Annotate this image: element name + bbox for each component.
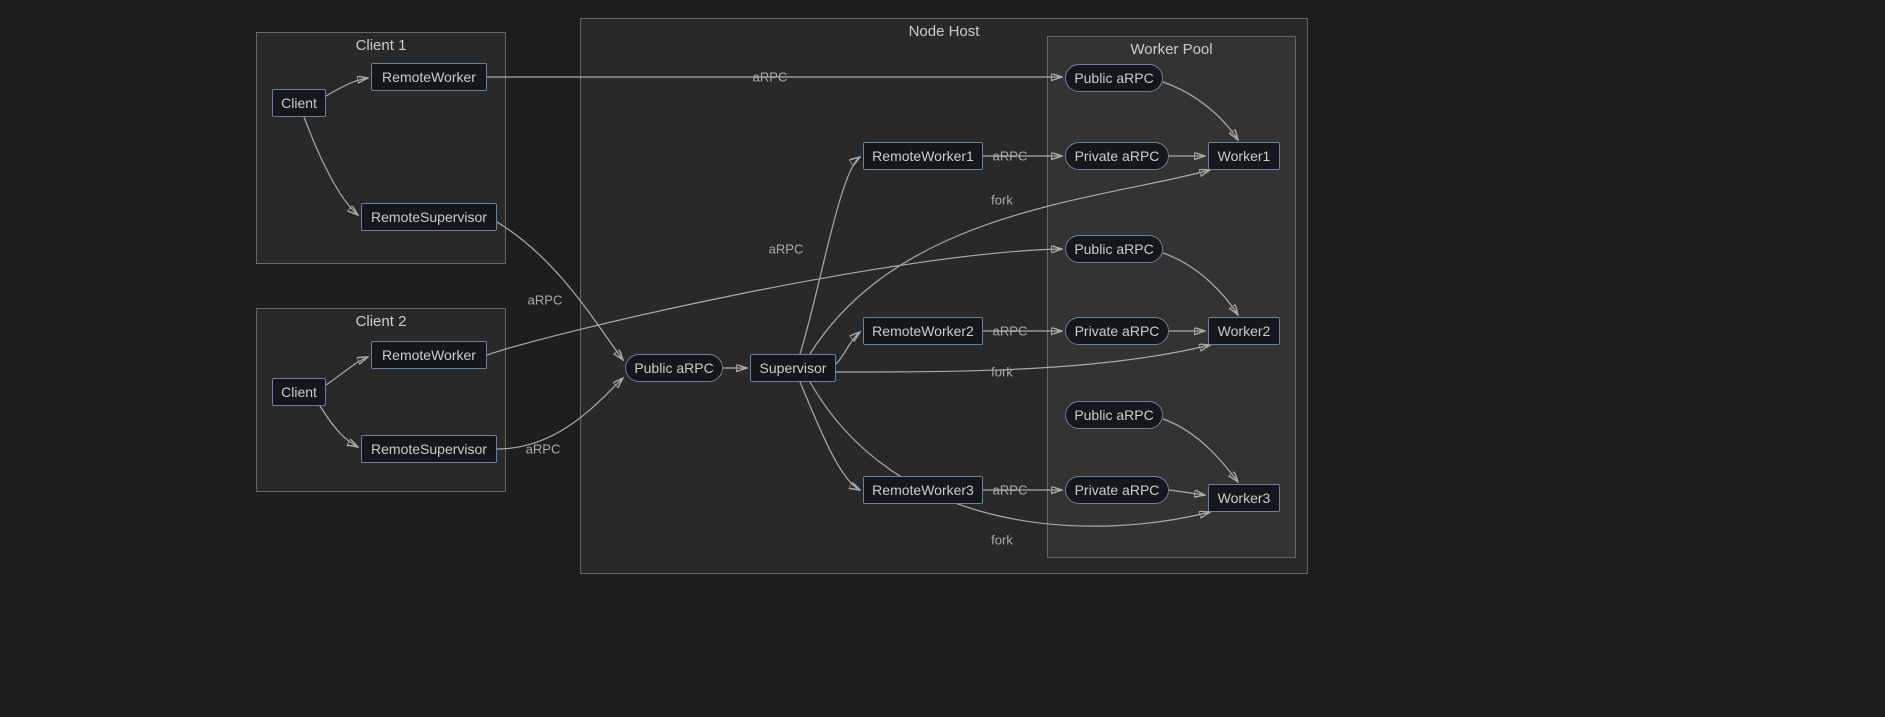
node-rw3: RemoteWorker3	[863, 476, 983, 504]
edge-label-supervisor-worker2: fork	[991, 365, 1013, 380]
edge-label-supervisor-worker1: fork	[991, 193, 1013, 208]
diagram-canvas: Client 1 Client 2 Node Host Worker Pool …	[0, 0, 1885, 717]
edge-label-rw1-wp_priv1: aRPC	[993, 149, 1028, 164]
node-c1_rw: RemoteWorker	[371, 63, 487, 91]
node-wp_pub2: Public aRPC	[1065, 235, 1163, 263]
node-worker2: Worker2	[1208, 317, 1280, 345]
node-c1_client: Client	[272, 89, 326, 117]
node-wp_pub3: Public aRPC	[1065, 401, 1163, 429]
node-c2_rw: RemoteWorker	[371, 341, 487, 369]
node-wp_pub1: Public aRPC	[1065, 64, 1163, 92]
node-wp_priv3: Private aRPC	[1065, 476, 1169, 504]
node-supervisor: Supervisor	[750, 354, 836, 382]
node-sv_pub: Public aRPC	[625, 354, 723, 382]
edge-label-supervisor-worker3: fork	[991, 533, 1013, 548]
edge-label-rw3-wp_priv3: aRPC	[993, 483, 1028, 498]
edge-label-c1_rw-wp_pub1: aRPC	[753, 70, 788, 85]
node-rw1: RemoteWorker1	[863, 142, 983, 170]
cluster-workerpool-title: Worker Pool	[1048, 41, 1295, 58]
node-worker1: Worker1	[1208, 142, 1280, 170]
node-rw2: RemoteWorker2	[863, 317, 983, 345]
cluster-client2-title: Client 2	[257, 313, 505, 330]
node-worker3: Worker3	[1208, 484, 1280, 512]
cluster-client1-title: Client 1	[257, 37, 505, 54]
node-c2_rs: RemoteSupervisor	[361, 435, 497, 463]
edge-label-rw2-wp_priv2: aRPC	[993, 324, 1028, 339]
node-wp_priv2: Private aRPC	[1065, 317, 1169, 345]
edge-label-c2_rs-sv_pub: aRPC	[526, 442, 561, 457]
node-c1_rs: RemoteSupervisor	[361, 203, 497, 231]
edge-label-c2_rw-wp_pub2: aRPC	[769, 242, 804, 257]
node-c2_client: Client	[272, 378, 326, 406]
node-wp_priv1: Private aRPC	[1065, 142, 1169, 170]
edge-label-c1_rs-sv_pub: aRPC	[528, 293, 563, 308]
